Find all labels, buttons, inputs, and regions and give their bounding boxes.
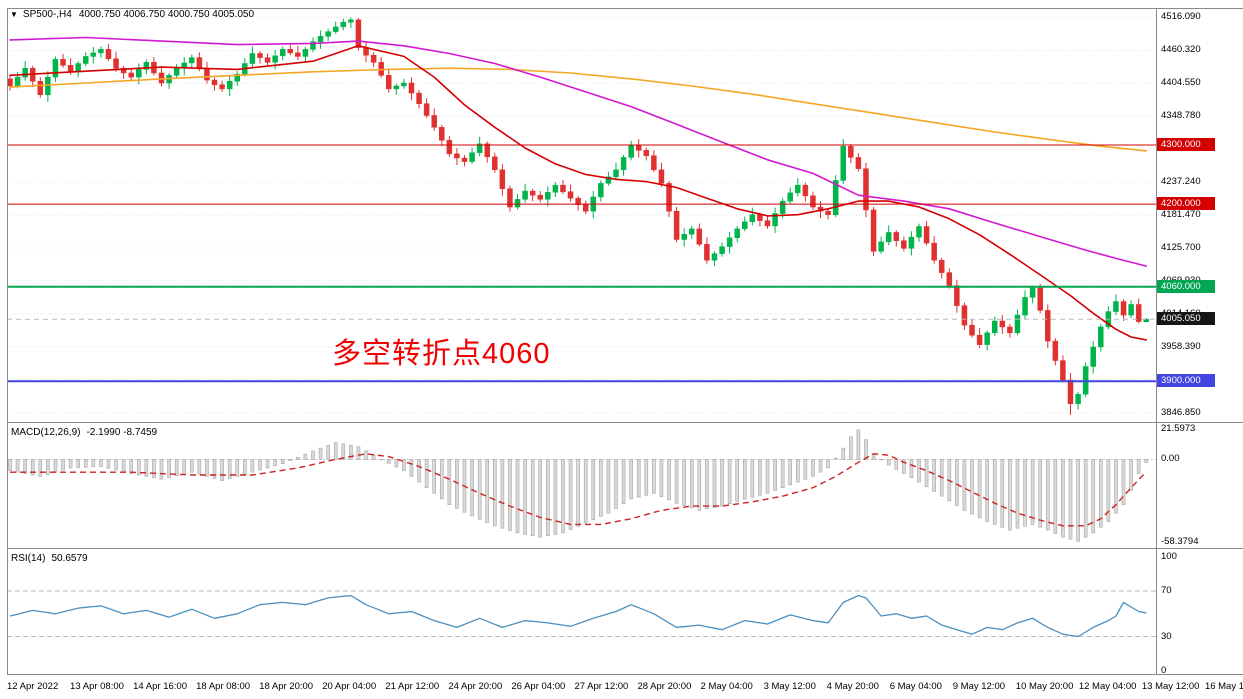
rsi-scale-label: 100	[1161, 550, 1177, 562]
price-scale-label: 4237.240	[1161, 176, 1201, 188]
price-chart-panel[interactable]	[7, 8, 1156, 422]
chart-title: ▼ SP500-,H4 4000.750 4006.750 4000.750 400…	[10, 9, 254, 20]
chart-left-border	[7, 8, 8, 674]
price-scale-label: 4348.780	[1161, 110, 1201, 122]
time-axis-label: 10 May 20:00	[1015, 681, 1074, 692]
price-scale-label: 4125.700	[1161, 241, 1201, 253]
ohlc-values: 4000.750 4006.750 4000.750 4005.050	[78, 9, 255, 20]
price-level-badge: 4300.000	[1157, 138, 1215, 152]
macd-scale-label: 21.5973	[1161, 422, 1196, 434]
time-axis-label: 16 May 12:00	[1204, 681, 1243, 692]
rsi-name: RSI(14)	[11, 553, 46, 564]
chart-top-border	[7, 8, 1243, 9]
rsi-panel[interactable]	[7, 549, 1156, 674]
time-axis-label: 9 May 12:00	[952, 681, 1006, 692]
macd-indicator-label: MACD(12,26,9) -2.1990 -8.7459	[11, 427, 157, 438]
price-scale-label: 3846.850	[1161, 406, 1201, 418]
time-axis-label: 24 Apr 20:00	[448, 681, 503, 692]
panel-separator-macd[interactable]	[7, 422, 1243, 423]
time-axis-label: 27 Apr 12:00	[574, 681, 629, 692]
time-axis-label: 4 May 20:00	[826, 681, 879, 692]
macd-scale-label: -58.3794	[1161, 535, 1199, 547]
time-axis-label: 21 Apr 12:00	[385, 681, 440, 692]
panel-separator-rsi[interactable]	[7, 548, 1243, 549]
macd-panel[interactable]	[7, 423, 1156, 548]
price-level-badge: 4060.000	[1157, 279, 1215, 293]
rsi-scale-label: 30	[1161, 630, 1172, 642]
time-axis-label: 20 Apr 04:00	[322, 681, 377, 692]
time-axis-label: 14 Apr 16:00	[133, 681, 187, 692]
time-axis-label: 6 May 04:00	[889, 681, 942, 692]
macd-name: MACD(12,26,9)	[11, 427, 81, 438]
symbol-dropdown-icon[interactable]: ▼	[10, 10, 18, 19]
price-scale-label: 4404.550	[1161, 77, 1201, 89]
price-scale-label: 3958.390	[1161, 340, 1201, 352]
price-scale-label: 4181.470	[1161, 209, 1201, 221]
time-axis-label: 13 May 12:00	[1141, 681, 1200, 692]
rsi-indicator-label: RSI(14) 50.6579	[11, 553, 88, 564]
price-level-badge: 3900.000	[1157, 374, 1215, 388]
time-axis-label: 12 May 04:00	[1078, 681, 1137, 692]
time-axis-label: 18 Apr 08:00	[196, 681, 251, 692]
price-annotation-text: 多空转折点4060	[332, 338, 551, 370]
rsi-value: 50.6579	[51, 553, 88, 564]
symbol-period-label: SP500-,H4	[22, 9, 72, 20]
time-axis-label: 13 Apr 08:00	[70, 681, 124, 692]
time-axis-label: 3 May 12:00	[763, 681, 816, 692]
time-axis-label: 18 Apr 20:00	[259, 681, 314, 692]
price-scale-label: 4516.090	[1161, 11, 1201, 23]
time-axis-label: 2 May 04:00	[700, 681, 753, 692]
time-axis-label: 26 Apr 04:00	[511, 681, 566, 692]
price-scale-separator	[1156, 8, 1157, 674]
price-level-badge: 4200.000	[1157, 197, 1215, 211]
price-scale-label: 4460.320	[1161, 44, 1201, 56]
time-axis-label: 12 Apr 2022	[7, 681, 59, 692]
rsi-scale-label: 70	[1161, 585, 1172, 597]
macd-scale-label: 0.00	[1161, 453, 1180, 465]
rsi-scale-label: 0	[1161, 664, 1167, 676]
price-level-badge: 4005.050	[1157, 312, 1215, 326]
time-axis-label: 28 Apr 20:00	[637, 681, 692, 692]
chart-bottom-border	[7, 674, 1243, 675]
macd-values: -2.1990 -8.7459	[86, 427, 158, 438]
